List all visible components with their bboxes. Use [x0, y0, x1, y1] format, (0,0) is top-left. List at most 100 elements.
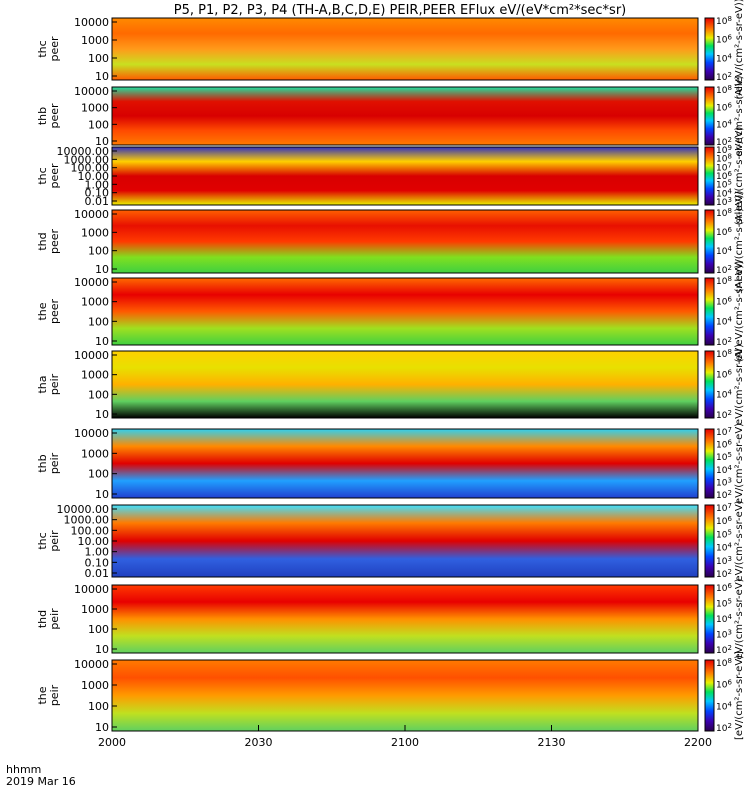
spectrogram-panel-6 [112, 351, 698, 418]
colorbar-2 [704, 86, 715, 146]
y-tick-label: 1000 [81, 679, 109, 692]
y-tick-label: 1000.00 [64, 153, 110, 166]
y-tick-label: 10000 [74, 276, 109, 289]
colorbar-label: eV/(cm²-s-sr-eV) [734, 423, 745, 504]
colorbar-label: eV/(cm²-s-sr-eV) [734, 578, 745, 659]
colorbar-tick-label: 108 [716, 207, 732, 219]
panel-frame-1 [111, 17, 699, 81]
colorbar-tick-label: 102 [716, 568, 732, 580]
colorbar-tick-label: 104 [716, 316, 732, 328]
panel-5: 10000 1000 100 10 thepeer 108 106 104 102 (Al eV/… [36, 261, 745, 363]
panel-9: 10000 1000 100 10 thdpeir 106 105 104 103 102 eV/(… [36, 578, 745, 659]
colorbar-tick-label: 102 [716, 336, 732, 348]
y-tick-label: 1.00 [85, 546, 110, 559]
colorbar-3 [704, 146, 715, 206]
spectrogram-panel-10 [112, 660, 698, 731]
colorbar-tick-label: 106 [716, 101, 732, 113]
colorbar-tick-label: 104 [716, 245, 732, 257]
panel-ylabel: thcpeer [36, 163, 61, 189]
colorbar-tick-label: 108 [716, 348, 732, 360]
y-tick-label: 10000 [74, 427, 109, 440]
colorbar-tick-label: 104 [716, 700, 732, 712]
colorbar-tick-label: 104 [716, 52, 732, 64]
colorbar-tick-label: 105 [716, 528, 732, 540]
y-tick-label: 100 [88, 118, 109, 131]
panel-1: 10000 1000 100 10 thcpeer 108 106 104 102 (AlleV/… [36, 0, 745, 100]
y-tick-label: 10000 [74, 208, 109, 221]
y-tick-label: 100.00 [71, 524, 110, 537]
colorbar-9 [704, 584, 715, 654]
colorbar-label: (Al)eV/(cm²-s-sr-eV) [734, 127, 745, 226]
colorbar-4 [704, 209, 715, 274]
colorbar-tick-label: 104 [716, 119, 732, 131]
panels: 10000 1000 100 10 thcpeer 108 106 104 102 (AlleV/… [36, 0, 745, 740]
colorbar-tick-label: 107 [716, 426, 732, 438]
colorbar-tick-label: 103 [716, 555, 732, 567]
panel-ylabel: thepeir [36, 684, 61, 706]
colorbar-8 [704, 504, 715, 578]
y-tick-label: 10 [95, 643, 109, 656]
colorbar-10 [704, 659, 715, 732]
colorbar-tick-label: 106 [716, 170, 732, 182]
panel-ylabel: thapeir [36, 373, 61, 395]
colorbar-tick-label: 106 [716, 368, 732, 380]
colorbar-tick-label: 106 [716, 515, 732, 527]
colorbar-label: (AlleV/(cm²-s-sr-eV)) [734, 0, 745, 100]
colorbar-tick-label: 102 [716, 264, 732, 276]
y-tick-label: 10000 [74, 16, 109, 29]
panel-ylabel: thdpeir [36, 608, 61, 630]
colorbar-tick-label: 106 [716, 226, 732, 238]
y-tick-label: 10 [95, 263, 109, 276]
colorbar-tick-label: 102 [716, 489, 732, 501]
y-tick-label: 10 [95, 408, 109, 421]
panel-frame-2 [111, 86, 699, 146]
spectrogram-panel-4 [112, 210, 698, 273]
colorbar-tick-label: 102 [716, 644, 732, 656]
y-tick-label: 1000 [81, 369, 109, 382]
y-tick-label: 1000.00 [64, 514, 110, 527]
colorbar-tick-label: 104 [716, 613, 732, 625]
panel-frame-9 [111, 584, 699, 654]
colorbar-label: eV/(cm²-s-sr-eV) [734, 500, 745, 581]
y-tick-label: 100 [88, 700, 109, 713]
colorbar-5 [704, 277, 715, 346]
spectrogram-panel-7 [112, 429, 698, 498]
panel-2: 10000 1000 100 10 thbpeer 108 106 104 102 eV/(cm²… [36, 75, 745, 156]
spectrogram-panel-3 [112, 147, 698, 205]
colorbar-tick-label: 104 [716, 389, 732, 401]
y-tick-label: 10.00 [78, 535, 110, 548]
colorbar-tick-label: 107 [716, 161, 732, 173]
colorbar-tick-label: 108 [716, 84, 732, 96]
spectrogram-panel-8 [112, 505, 698, 577]
y-tick-label: 100 [88, 315, 109, 328]
y-tick-label: 1000 [81, 447, 109, 460]
colorbar-tick-label: 104 [716, 542, 732, 554]
colorbar-tick-label: 108 [716, 15, 732, 27]
y-tick-label: 100 [88, 52, 109, 65]
x-tick-label: 2030 [245, 736, 273, 749]
colorbar-tick-label: 104 [716, 464, 732, 476]
colorbar-tick-label: 109 [716, 144, 732, 156]
colorbar-tick-label: 105 [716, 179, 732, 191]
chart-title: P5, P1, P2, P3, P4 (TH-A,B,C,D,E) PEIR,P… [174, 3, 627, 18]
panel-ylabel: thcpeer [36, 36, 61, 62]
colorbar-7 [704, 428, 715, 499]
y-tick-label: 100 [88, 468, 109, 481]
x-axis: 2000 2030 2100 2130 2200 [98, 725, 712, 749]
y-tick-label: 1000 [81, 296, 109, 309]
colorbar-tick-label: 108 [716, 275, 732, 287]
y-tick-label: 10000.00 [57, 503, 110, 516]
colorbar-label: eV/(cm²-s-sr-eV) [734, 344, 745, 425]
x-axis-label-date: 2019 Mar 16 [6, 775, 76, 788]
colorbar-tick-label: 106 [716, 295, 732, 307]
colorbar-label: (Al eV/(cm²-s-sr-eV)) [734, 191, 745, 293]
y-tick-label: 100 [88, 623, 109, 636]
colorbar-tick-label: 102 [716, 409, 732, 421]
panel-ylabel: thepeer [36, 299, 61, 325]
panel-frame-7 [111, 428, 699, 499]
colorbar-tick-label: 106 [716, 679, 732, 691]
y-tick-label: 1000 [81, 226, 109, 239]
y-tick-label: 10000 [74, 583, 109, 596]
y-tick-label: 10000 [74, 658, 109, 671]
